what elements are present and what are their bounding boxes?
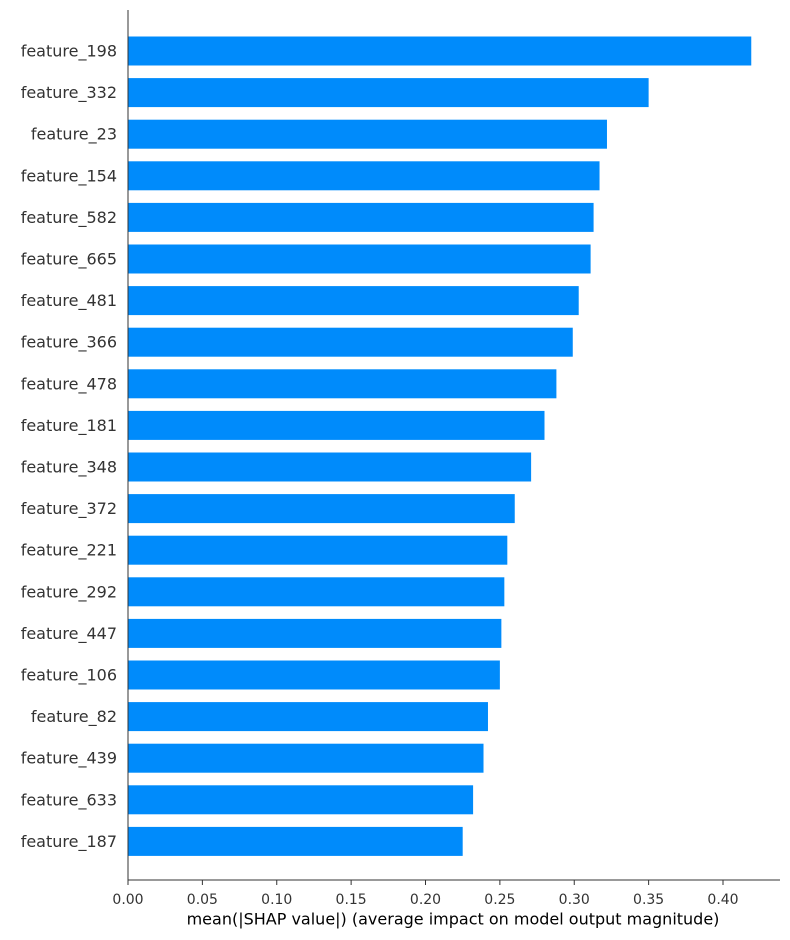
y-tick-label: feature_478 (21, 374, 117, 394)
y-tick-label: feature_348 (21, 458, 117, 478)
x-ticks: 0.00 0.05 0.10 0.15 0.20 0.25 0.30 0.35 0.40 (112, 880, 739, 908)
y-tick-label: feature_582 (21, 208, 117, 228)
bar-feature_478 (128, 369, 557, 399)
bars-layer (128, 36, 752, 856)
y-tick-label: feature_82 (31, 707, 117, 727)
bar-feature_221 (128, 535, 508, 565)
y-tick-label: feature_154 (21, 166, 117, 186)
y-tick-label: feature_23 (31, 125, 117, 145)
y-tick-label: feature_198 (21, 42, 117, 62)
y-tick-label: feature_292 (21, 582, 117, 602)
bar-feature_198 (128, 36, 752, 66)
y-tick-label: feature_221 (21, 541, 117, 561)
y-tick-label: feature_332 (21, 83, 117, 103)
y-tick-label: feature_187 (21, 832, 117, 852)
y-tick-label: feature_106 (21, 666, 117, 686)
bar-feature_187 (128, 826, 463, 856)
y-tick-label: feature_665 (21, 250, 117, 270)
y-tick-label: feature_372 (21, 499, 117, 519)
x-tick-label: 0.05 (187, 892, 218, 908)
y-tick-label: feature_366 (21, 333, 117, 353)
x-tick-label: 0.25 (484, 892, 515, 908)
x-tick-label: 0.40 (707, 892, 738, 908)
bar-feature_292 (128, 577, 505, 607)
x-tick-label: 0.15 (336, 892, 367, 908)
bar-feature_332 (128, 78, 649, 108)
y-tick-label: feature_439 (21, 749, 117, 769)
bar-feature_154 (128, 161, 600, 191)
bar-feature_447 (128, 618, 502, 648)
y-tick-label: feature_447 (21, 624, 117, 644)
x-axis-label: mean(|SHAP value|) (average impact on mo… (187, 910, 720, 929)
bar-feature_348 (128, 452, 532, 482)
bar-feature_82 (128, 702, 488, 732)
x-tick-label: 0.20 (410, 892, 441, 908)
bar-feature_106 (128, 660, 500, 690)
x-tick-label: 0.35 (633, 892, 664, 908)
bar-feature_582 (128, 202, 594, 232)
y-tick-label: feature_181 (21, 416, 117, 436)
x-tick-label: 0.30 (559, 892, 590, 908)
bar-feature_372 (128, 494, 515, 524)
bar-feature_23 (128, 119, 607, 149)
x-tick-label: 0.00 (112, 892, 143, 908)
x-tick-label: 0.10 (261, 892, 292, 908)
bar-feature_665 (128, 244, 591, 274)
bar-feature_439 (128, 743, 484, 773)
bar-feature_633 (128, 785, 474, 815)
y-tick-labels: feature_198 feature_332 feature_23 feature_… (21, 42, 117, 852)
bar-feature_181 (128, 410, 545, 440)
y-tick-label: feature_633 (21, 790, 117, 810)
y-tick-label: feature_481 (21, 291, 117, 311)
bar-feature_481 (128, 286, 579, 316)
bar-feature_366 (128, 327, 573, 357)
